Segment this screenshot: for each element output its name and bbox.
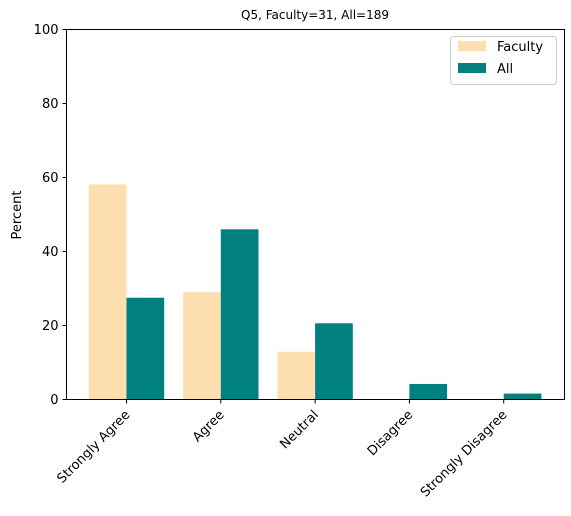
plot-frame [66, 29, 565, 400]
y-tick-label-5: 100 [34, 23, 59, 38]
x-axis: Strongly Agree Agree Neutral Disagree Strong… [54, 399, 511, 501]
bar-faculty-1 [183, 292, 221, 400]
y-tick-label-2: 40 [42, 245, 59, 260]
legend-swatch-faculty [458, 41, 486, 51]
x-tick-label-3: Disagree [365, 408, 416, 459]
bar-all-0 [126, 297, 165, 400]
bar-all-1 [220, 229, 259, 400]
bars-group [88, 184, 542, 400]
legend-label-faculty: Faculty [497, 40, 543, 55]
x-tick-label-2: Neutral [277, 408, 322, 453]
y-axis: 0 20 40 60 80 100 [34, 23, 67, 408]
bar-faculty-0 [88, 184, 127, 400]
legend-swatch-all [458, 63, 486, 73]
bar-faculty-2 [277, 351, 316, 400]
chart-title: Q5, Faculty=31, All=189 [241, 8, 389, 22]
x-tick-label-1: Agree [190, 408, 228, 446]
legend-label-all: All [497, 62, 513, 77]
bar-all-3 [409, 383, 448, 400]
bar-all-4 [503, 393, 542, 400]
y-axis-label: Percent [10, 191, 25, 240]
legend: Faculty All [450, 36, 557, 85]
y-tick-label-3: 60 [42, 171, 59, 186]
y-tick-label-0: 0 [50, 393, 58, 408]
x-tick-label-0: Strongly Agree [54, 408, 133, 487]
y-tick-label-1: 20 [42, 319, 59, 334]
x-tick-label-4: Strongly Disagree [418, 408, 511, 501]
y-tick-label-4: 80 [42, 97, 59, 112]
bar-all-2 [315, 323, 353, 400]
